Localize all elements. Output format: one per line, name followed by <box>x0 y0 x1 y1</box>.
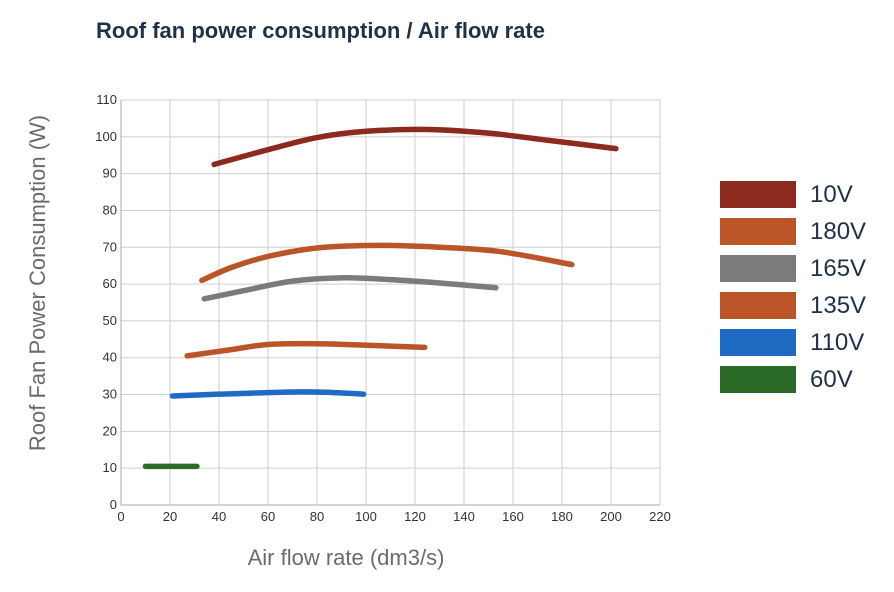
legend-label: 60V <box>810 365 853 393</box>
legend: 10V 180V 165V 135V 110V 60V <box>720 176 866 398</box>
y-tick-label: 90 <box>103 166 117 181</box>
y-tick-label: 60 <box>103 276 117 291</box>
x-tick-label: 60 <box>261 509 275 524</box>
legend-item-135v: 135V <box>720 287 866 324</box>
y-tick-label: 20 <box>103 423 117 438</box>
x-tick-label: 140 <box>453 509 475 524</box>
y-tick-label: 10 <box>103 460 117 475</box>
y-axis-label: Roof Fan Power Consumption (W) <box>25 115 50 451</box>
legend-label: 135V <box>810 291 867 319</box>
y-tick-labels: 0 10 20 30 40 50 60 70 80 90 100 110 <box>95 92 117 512</box>
legend-swatch <box>720 329 796 356</box>
legend-swatch <box>720 292 796 319</box>
y-tick-label: 70 <box>103 239 117 254</box>
series-line-10v <box>211 126 619 168</box>
y-tick-label: 30 <box>103 387 117 402</box>
legend-swatch <box>720 255 796 282</box>
legend-item-180v: 180V <box>720 213 866 250</box>
series-line-180v <box>199 242 575 284</box>
series-lines <box>142 126 619 470</box>
x-tick-label: 80 <box>310 509 324 524</box>
x-tick-label: 40 <box>212 509 226 524</box>
y-tick-label: 0 <box>110 497 117 512</box>
x-tick-label: 20 <box>163 509 177 524</box>
axes <box>120 100 660 506</box>
x-tick-labels: 0 20 40 60 80 100 120 140 160 180 200 220 <box>117 509 670 524</box>
legend-label: 110V <box>810 328 865 356</box>
legend-label: 165V <box>810 254 867 282</box>
x-tick-label: 180 <box>551 509 573 524</box>
x-tick-label: 200 <box>600 509 622 524</box>
y-tick-label: 40 <box>103 350 117 365</box>
legend-label: 10V <box>810 180 853 208</box>
legend-swatch <box>720 366 796 393</box>
series-line-135v <box>184 340 428 359</box>
y-tick-label: 100 <box>95 129 117 144</box>
legend-item-165v: 165V <box>720 250 866 287</box>
y-tick-label: 50 <box>103 313 117 328</box>
x-tick-label: 220 <box>649 509 671 524</box>
x-axis-label: Air flow rate (dm3/s) <box>248 545 445 570</box>
grid-lines <box>120 99 661 506</box>
x-tick-label: 100 <box>355 509 377 524</box>
y-tick-label: 110 <box>96 92 117 107</box>
legend-item-60v: 60V <box>720 361 866 398</box>
legend-item-10v: 10V <box>720 176 866 213</box>
x-tick-label: 160 <box>502 509 524 524</box>
legend-swatch <box>720 218 796 245</box>
legend-item-110v: 110V <box>720 324 866 361</box>
series-line-110v <box>169 389 367 399</box>
legend-label: 180V <box>810 217 867 245</box>
legend-swatch <box>720 181 796 208</box>
chart-title: Roof fan power consumption / Air flow ra… <box>96 18 545 43</box>
series-line-165v <box>201 275 499 302</box>
x-tick-label: 120 <box>404 509 426 524</box>
y-tick-label: 80 <box>103 202 117 217</box>
x-tick-label: 0 <box>117 509 124 524</box>
